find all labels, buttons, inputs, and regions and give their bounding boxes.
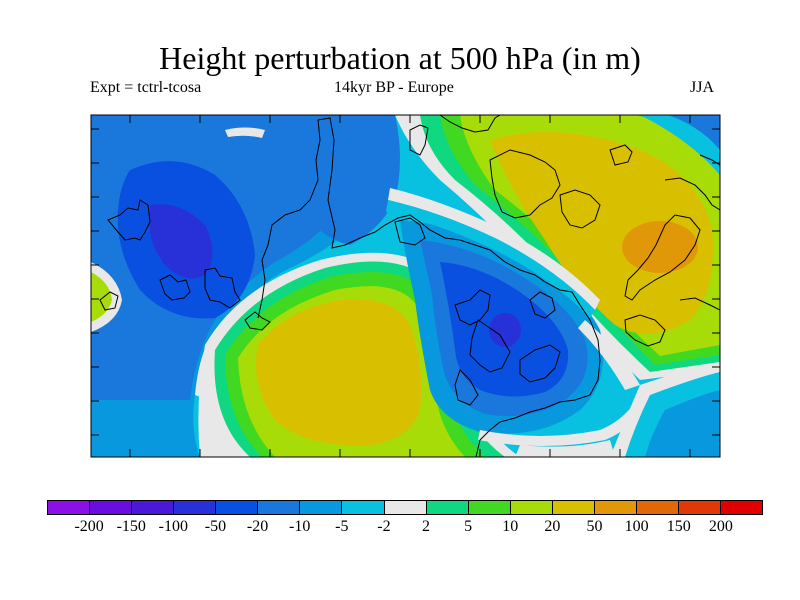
colorbar-tick-label: 10 bbox=[502, 518, 519, 535]
colorbar-swatch bbox=[636, 501, 679, 514]
colorbar-swatch bbox=[510, 501, 553, 514]
colorbar-swatch bbox=[594, 501, 637, 514]
colorbar-swatch bbox=[300, 501, 343, 514]
colorbar-swatch bbox=[174, 501, 217, 514]
colorbar-tick-label: 50 bbox=[586, 518, 603, 535]
colorbar-swatch bbox=[721, 501, 763, 514]
colorbar-swatch bbox=[468, 501, 511, 514]
colorbar-swatch bbox=[678, 501, 721, 514]
colorbar-swatch bbox=[342, 501, 385, 514]
season-label: JJA bbox=[690, 79, 715, 96]
colorbar-tick-label: -2 bbox=[377, 518, 391, 535]
colorbar-swatch bbox=[48, 501, 91, 514]
colorbar-swatch bbox=[216, 501, 259, 514]
map-frame bbox=[90, 114, 721, 458]
colorbar-swatch bbox=[552, 501, 595, 514]
colorbar-tick-label: 150 bbox=[666, 518, 691, 535]
colorbar-tick-label: -10 bbox=[289, 518, 311, 535]
colorbar-labels: -200 -150 -100 -50 -20 -10 -5 -2 2 5 10 20 50 100 150 2… bbox=[0, 515, 800, 539]
colorbar-tick-label: -5 bbox=[335, 518, 349, 535]
map-title: Height perturbation at 500 hPa (in m) bbox=[159, 40, 641, 76]
colorbar-tick-label: -150 bbox=[116, 518, 146, 535]
colorbar-tick-label: 2 bbox=[422, 518, 431, 535]
colorbar-swatch bbox=[132, 501, 175, 514]
colorbar-tick-label: 200 bbox=[708, 518, 733, 535]
contour-fill-layer bbox=[91, 115, 720, 457]
colorbar-tick-label: 100 bbox=[624, 518, 649, 535]
coastlines bbox=[99, 115, 720, 457]
colorbar-tick-label: -200 bbox=[74, 518, 104, 535]
colorbar-swatch bbox=[384, 501, 427, 514]
colorbar-tick-label: -20 bbox=[246, 518, 269, 535]
colorbar-tick-label: 20 bbox=[544, 518, 561, 535]
experiment-label: Expt = tctrl-tcosa bbox=[90, 79, 202, 96]
colorbar-swatch bbox=[90, 501, 133, 514]
period-label: 14kyr BP - Europe bbox=[334, 79, 454, 96]
colorbar bbox=[47, 500, 763, 515]
colorbar-tick-label: -100 bbox=[158, 518, 188, 535]
colorbar-tick-label: -50 bbox=[204, 518, 227, 535]
colorbar-swatch bbox=[258, 501, 301, 514]
colorbar-tick-label: 5 bbox=[464, 518, 473, 535]
colorbar-swatch bbox=[426, 501, 469, 514]
